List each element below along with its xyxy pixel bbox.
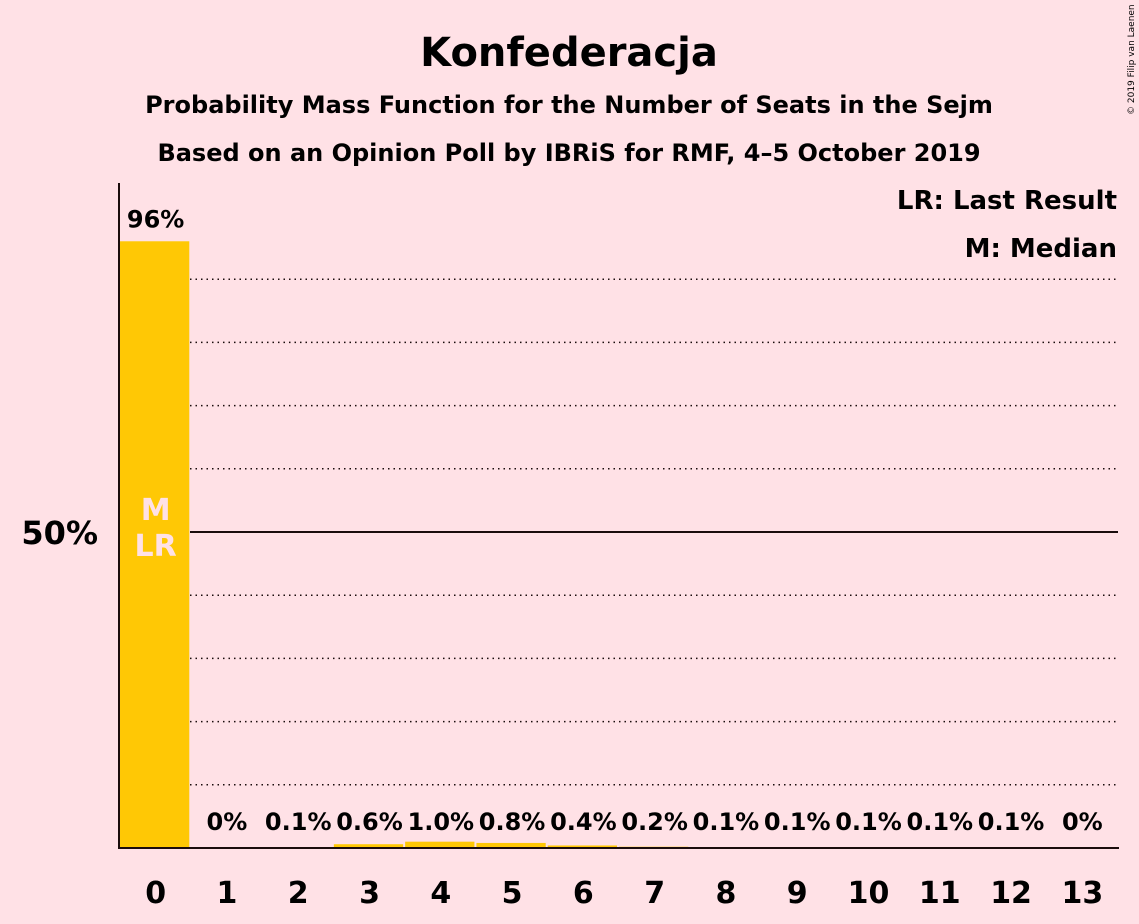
x-tick-3: 3 xyxy=(359,876,380,911)
x-tick-10: 10 xyxy=(848,876,890,911)
x-tick-2: 2 xyxy=(288,876,309,911)
bar-3 xyxy=(333,844,404,848)
x-tick-8: 8 xyxy=(715,876,736,911)
x-tick-12: 12 xyxy=(990,876,1032,911)
value-label-5: 0.8% xyxy=(479,808,546,836)
x-tick-6: 6 xyxy=(573,876,594,911)
x-tick-5: 5 xyxy=(502,876,523,911)
bar-0 xyxy=(120,241,190,848)
copyright-notice: © 2019 Filip van Laenen xyxy=(1127,4,1137,115)
value-label-11: 0.1% xyxy=(907,808,974,836)
bar-markers: MLR xyxy=(135,493,177,564)
value-label-12: 0.1% xyxy=(978,808,1045,836)
x-tick-1: 1 xyxy=(216,876,237,911)
value-label-9: 0.1% xyxy=(764,808,831,836)
x-tick-7: 7 xyxy=(644,876,665,911)
chart-subtitle-line-1: Probability Mass Function for the Number… xyxy=(145,91,993,119)
bar-6 xyxy=(547,845,617,848)
value-label-8: 0.1% xyxy=(693,808,760,836)
value-label-4: 1.0% xyxy=(408,808,475,836)
chart-subtitle-line-2: Based on an Opinion Poll by IBRiS for RM… xyxy=(157,139,980,167)
bar-5 xyxy=(476,842,546,848)
grid-lines xyxy=(190,278,1118,786)
value-label-1: 0% xyxy=(207,808,248,836)
x-tick-labels: 0 1 2 3 4 5 6 7 8 9 10 11 12 13 xyxy=(145,876,1103,911)
x-tick-0: 0 xyxy=(145,876,166,911)
value-label-10: 0.1% xyxy=(835,808,902,836)
value-label-3: 0.6% xyxy=(336,808,403,836)
legend-median: M: Median xyxy=(965,234,1117,264)
bar-marker-lr: LR xyxy=(135,529,177,564)
x-tick-4: 4 xyxy=(430,876,451,911)
x-tick-9: 9 xyxy=(787,876,808,911)
value-label-0: 96% xyxy=(127,205,184,233)
bar-4 xyxy=(405,841,475,848)
y-tick-label-50: 50% xyxy=(21,514,98,552)
chart-title: Konfederacja xyxy=(420,30,718,76)
bars xyxy=(120,241,1045,848)
value-label-7: 0.2% xyxy=(621,808,688,836)
value-label-13: 0% xyxy=(1062,808,1103,836)
value-label-2: 0.1% xyxy=(265,808,332,836)
value-labels: 96%0% 0.1% 0.6% 1.0% 0.8% 0.4% 0.2% 0.1% 0.1% 0.1… xyxy=(127,205,1103,836)
x-tick-13: 13 xyxy=(1061,876,1103,911)
value-label-6: 0.4% xyxy=(550,808,617,836)
legend-last-result: LR: Last Result xyxy=(897,186,1117,216)
x-tick-11: 11 xyxy=(919,876,961,911)
bar-marker-m: M xyxy=(141,493,171,528)
